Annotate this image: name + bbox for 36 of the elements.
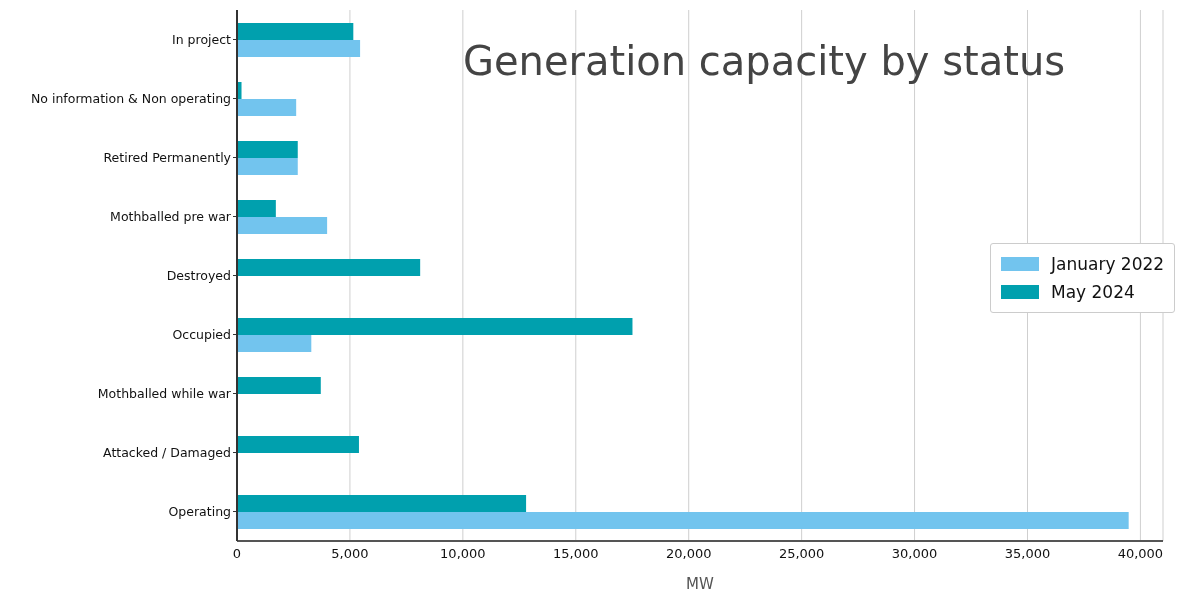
text: Generation capacity by status [463, 38, 1066, 84]
bar [237, 23, 354, 40]
bar [237, 99, 297, 116]
y-tick-label: Mothballed while war [97, 385, 232, 401]
x-tick-label: 0 [232, 546, 242, 562]
x-tick-label: 10,000 [440, 546, 486, 562]
bar [237, 40, 361, 57]
x-tick-label: 40,000 [1117, 546, 1164, 562]
y-tick-label: Occupied [172, 326, 231, 342]
bar [237, 158, 298, 175]
bar [237, 141, 298, 158]
x-axis-title: MW [686, 575, 715, 593]
x-tick-label: 20,000 [665, 546, 712, 562]
bar [237, 436, 359, 453]
y-tick-label: Mothballed pre war [110, 208, 232, 224]
x-tick-label: 25,000 [778, 546, 825, 562]
bar [237, 512, 1129, 529]
x-tick-label: 30,000 [891, 546, 938, 562]
x-tick-label: 35,000 [1004, 546, 1051, 562]
bar [237, 377, 321, 394]
x-tick-label: 5,000 [331, 546, 369, 562]
legend-label: May 2024 [1051, 281, 1135, 304]
y-tick-label: Operating [168, 503, 231, 519]
bar [237, 335, 312, 352]
bar [237, 217, 328, 234]
legend-label: January 2022 [1051, 253, 1165, 276]
bar [237, 318, 633, 335]
y-tick-label: Destroyed [166, 267, 231, 283]
y-tick-label: In project [172, 31, 232, 47]
x-tick-label: 15,000 [553, 546, 599, 562]
bar [237, 200, 276, 217]
y-tick-label: No information & Non operating [30, 90, 231, 106]
bar [237, 495, 527, 512]
y-tick-label: Attacked / Damaged [103, 444, 231, 460]
y-tick-label: Retired Permanently [103, 149, 232, 165]
bar [237, 259, 421, 276]
